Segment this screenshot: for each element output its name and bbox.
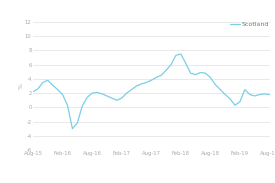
Scotland xyxy=(199,71,202,74)
Scotland xyxy=(263,93,266,95)
Scotland xyxy=(66,104,69,106)
Scotland xyxy=(46,79,50,81)
Y-axis label: %: % xyxy=(18,83,23,89)
Scotland xyxy=(243,88,246,91)
Scotland xyxy=(214,83,217,86)
Scotland xyxy=(71,128,74,130)
Scotland xyxy=(224,94,227,96)
Scotland xyxy=(125,92,128,94)
Scotland xyxy=(238,101,242,103)
Scotland xyxy=(209,76,212,79)
Scotland xyxy=(31,91,35,93)
Scotland xyxy=(105,95,109,97)
Scotland xyxy=(110,97,114,99)
Scotland xyxy=(95,91,99,94)
Scotland xyxy=(268,94,271,96)
Scotland xyxy=(204,72,207,74)
Line: Scotland: Scotland xyxy=(33,54,270,129)
Scotland xyxy=(115,99,119,101)
Scotland xyxy=(248,94,251,96)
Scotland xyxy=(150,79,153,81)
Scotland xyxy=(229,98,232,100)
Scotland xyxy=(179,53,183,55)
Legend: Scotland: Scotland xyxy=(230,22,270,27)
Scotland xyxy=(184,62,187,64)
Scotland xyxy=(194,74,197,76)
Scotland xyxy=(56,88,59,91)
Scotland xyxy=(174,54,178,57)
Scotland xyxy=(36,88,40,90)
Scotland xyxy=(86,96,89,98)
Scotland xyxy=(100,93,104,95)
Scotland xyxy=(253,95,256,97)
Scotland xyxy=(120,97,123,99)
Scotland xyxy=(169,64,173,66)
Scotland xyxy=(155,76,158,79)
Scotland xyxy=(164,69,168,71)
Scotland xyxy=(160,74,163,76)
Scotland xyxy=(140,83,143,85)
Scotland xyxy=(81,105,84,107)
Scotland xyxy=(258,94,261,96)
Scotland xyxy=(41,81,45,84)
Scotland xyxy=(76,122,79,124)
Scotland xyxy=(51,84,54,86)
Scotland xyxy=(90,92,94,94)
Scotland xyxy=(130,88,133,91)
Scotland xyxy=(189,72,192,74)
Scotland xyxy=(233,104,237,106)
Scotland xyxy=(135,85,138,87)
Scotland xyxy=(61,94,64,96)
Scotland xyxy=(219,88,222,91)
Scotland xyxy=(145,81,148,84)
